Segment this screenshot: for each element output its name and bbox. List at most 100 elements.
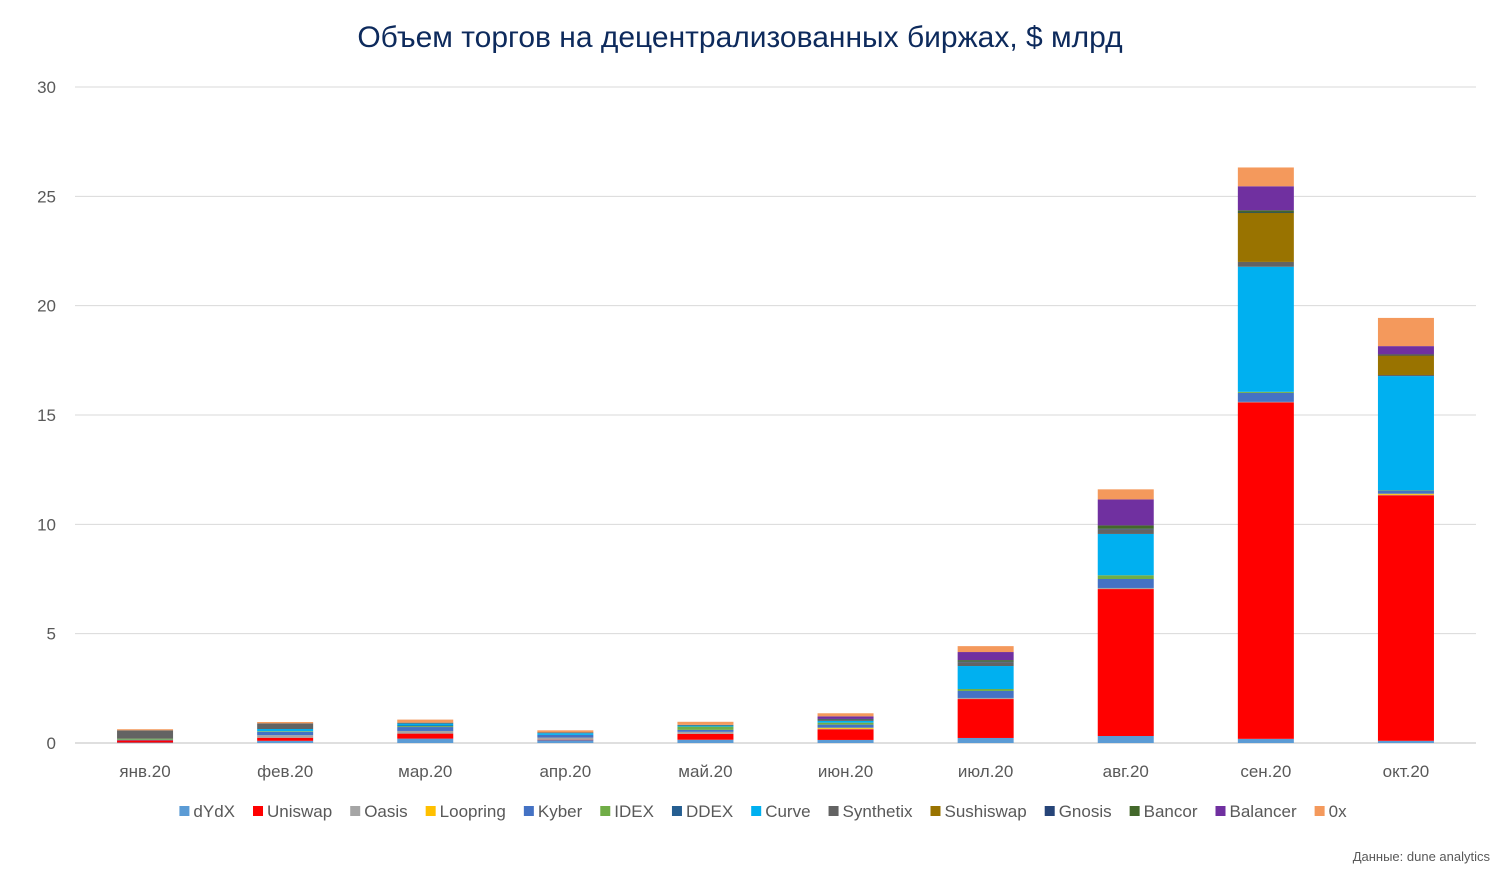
bar-segment-bancor (957, 660, 1014, 662)
legend-swatch (1044, 806, 1055, 816)
legend-label: dYdX (193, 802, 235, 821)
bar-segment-kyber (257, 731, 314, 736)
x-tick-label: янв.20 (119, 762, 170, 781)
y-tick-label: 15 (37, 406, 56, 425)
bar-segment-idex (957, 688, 1014, 691)
legend-item: Oasis (350, 802, 408, 821)
bar-segment-sushiswap (1237, 212, 1294, 262)
legend-label: Bancor (1144, 802, 1198, 821)
bar-segment-loopring (817, 727, 874, 729)
bar-segment-balancer (817, 716, 874, 719)
bar-segment-dydx (677, 739, 734, 743)
bar-segment-0x (397, 719, 454, 723)
legend-swatch (523, 806, 534, 816)
legend-item: Bancor (1129, 802, 1198, 821)
bar-segment-curve (677, 725, 734, 727)
source-note: Данные: dune analytics (1353, 849, 1491, 864)
y-tick-label: 30 (37, 78, 56, 97)
bar-segment-uniswap (1237, 402, 1294, 739)
bar-segment-oasis (397, 730, 454, 734)
legend-swatch (930, 806, 941, 816)
bar-segment-uniswap (1097, 589, 1154, 737)
bar-segment-0x (677, 721, 734, 725)
x-tick-label: июн.20 (818, 762, 873, 781)
bar-segment-uniswap (957, 699, 1014, 738)
bar-segment-dydx (1377, 740, 1434, 743)
bar-segment-synthetix (1377, 374, 1434, 377)
legend-label: DDEX (686, 802, 733, 821)
y-tick-label: 25 (37, 187, 56, 206)
bar-segment-idex (397, 726, 454, 728)
bar-segment-synthetix (1237, 261, 1294, 267)
x-tick-label: мар.20 (398, 762, 452, 781)
bar-segment-uniswap (117, 740, 174, 743)
bar-segment-kyber (957, 690, 1014, 698)
legend-swatch (1314, 806, 1325, 816)
bar-segment-curve (1097, 533, 1154, 576)
bar-segment-oasis (677, 731, 734, 734)
legend-label: Synthetix (843, 802, 913, 821)
bar-segment-oasis (1237, 401, 1294, 403)
legend-label: Curve (765, 802, 810, 821)
legend-label: Loopring (440, 802, 506, 821)
bar-segment-kyber (677, 729, 734, 732)
legend-item: IDEX (600, 802, 654, 821)
bar-segment-kyber (537, 734, 594, 738)
gridlines (75, 86, 1476, 744)
bar-segment-bancor (1237, 210, 1294, 213)
bar-segment-uniswap (817, 729, 874, 740)
bar-segment-synthetix (117, 730, 174, 739)
bar-segment-kyber (117, 739, 174, 741)
bar-segment-idex (257, 731, 314, 732)
bar-segment-0x (257, 722, 314, 724)
legend-swatch (751, 806, 762, 816)
bar-segment-gnosis (957, 661, 1014, 663)
bar-segment-0x (1097, 489, 1154, 500)
bar-segment-0x (957, 646, 1014, 653)
bar-segment-kyber (817, 724, 874, 728)
legend-label: Uniswap (267, 802, 332, 821)
bar-segment-synthetix (1097, 529, 1154, 534)
bar-segment-kyber (397, 727, 454, 731)
legend-swatch (828, 806, 839, 816)
legend-item: Balancer (1215, 802, 1297, 821)
bar-segment-0x (1377, 317, 1434, 347)
bar-segment-synthetix (677, 724, 734, 726)
bar-segment-ddex (397, 725, 454, 727)
legend-label: Sushiswap (944, 802, 1026, 821)
legend-swatch (671, 806, 682, 816)
bar-segment-synthetix (957, 662, 1014, 667)
bar-segment-dydx (817, 739, 874, 743)
bar-segment-oasis (817, 728, 874, 730)
bar-segment-dydx (397, 738, 454, 743)
legend-swatch (350, 806, 361, 816)
legend-item: 0x (1314, 802, 1347, 821)
legend-item: DDEX (671, 802, 733, 821)
bar-segment-oasis (537, 737, 594, 740)
legend-label: Balancer (1230, 802, 1297, 821)
bar-segment-idex (1097, 575, 1154, 579)
legend-item: Sushiswap (930, 802, 1027, 821)
y-tick-label: 20 (37, 297, 56, 316)
legend-swatch (253, 806, 264, 816)
x-tick-label: июл.20 (958, 762, 1013, 781)
bar-segment-uniswap (537, 739, 594, 741)
legend-label: Gnosis (1059, 802, 1112, 821)
bar-segment-uniswap (397, 733, 454, 739)
bar-segment-uniswap (677, 733, 734, 740)
legend-item: dYdX (179, 802, 235, 821)
bars (117, 167, 1434, 744)
bar-segment-oasis (1097, 587, 1154, 590)
x-tick-label: сен.20 (1240, 762, 1291, 781)
legend-label: 0x (1329, 802, 1347, 821)
bar-segment-curve (1237, 266, 1294, 392)
legend-item: Uniswap (253, 802, 332, 821)
bar-segment-kyber (1237, 392, 1294, 402)
bar-segment-synthetix (397, 722, 454, 724)
legend-swatch (425, 806, 436, 816)
bar-segment-balancer (1377, 346, 1434, 355)
bar-segment-uniswap (1377, 495, 1434, 741)
bar-segment-dydx (257, 740, 314, 743)
legend-item: Loopring (425, 802, 506, 821)
